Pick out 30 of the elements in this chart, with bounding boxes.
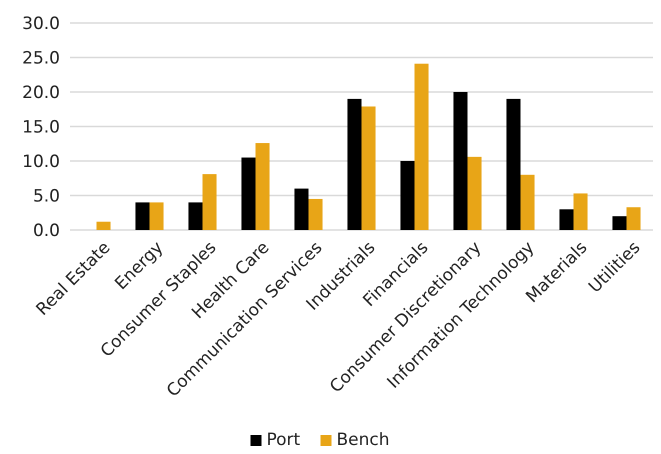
bar [135,202,150,230]
bar [202,174,217,230]
bar [626,207,641,230]
bar [308,198,323,230]
bar [559,209,574,230]
y-tick-label: 20.0 [22,82,60,103]
bar [362,106,376,230]
y-tick-label: 5.0 [32,186,60,206]
y-tick-label: 25.0 [22,48,60,68]
bar [150,202,164,230]
bar [574,193,588,230]
y-tick-label: 15.0 [22,117,60,138]
bar [241,158,256,230]
bar [294,188,308,230]
legend-label: Port [266,430,301,450]
bar [414,64,429,230]
bar [188,202,202,230]
y-tick-label: 0.0 [32,220,60,241]
bar [520,174,535,230]
bar [453,92,468,230]
y-tick-label: 10.0 [22,152,60,172]
bar [612,216,626,230]
legend-label: Bench [336,430,390,450]
bar [256,143,270,230]
bar [468,156,482,230]
bar [506,98,520,230]
bar [96,222,111,230]
y-tick-label: 30.0 [22,14,60,34]
bar [347,98,362,230]
bar [400,161,414,230]
